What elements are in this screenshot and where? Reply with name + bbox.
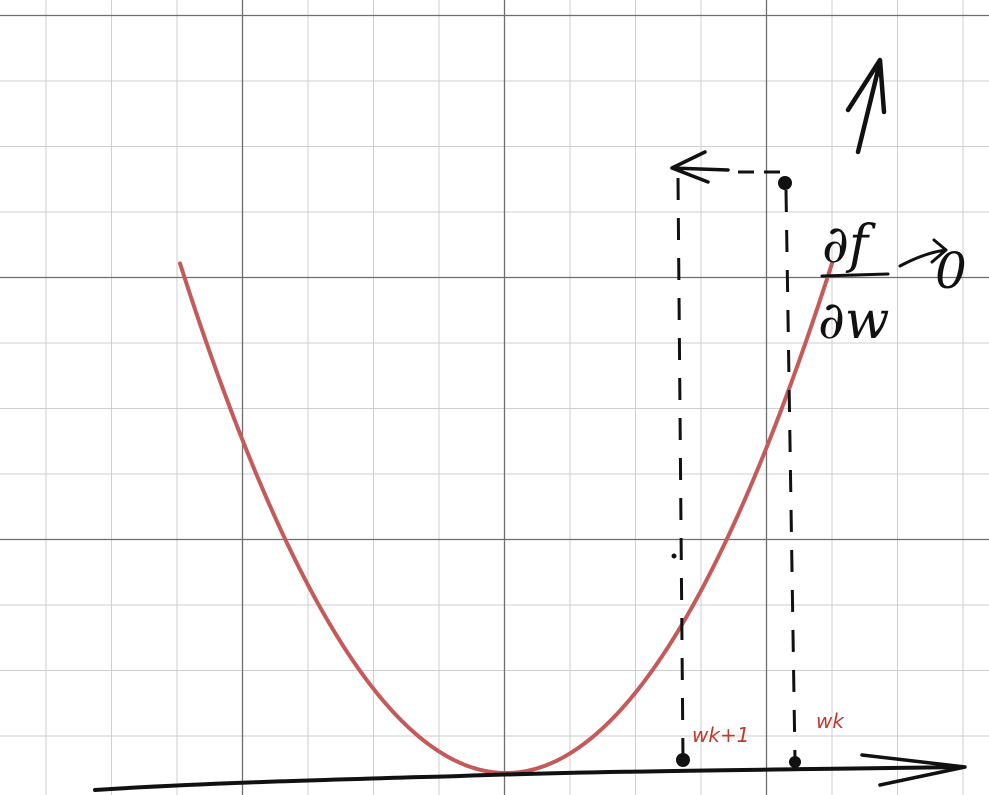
point-axis-wk1: [676, 753, 690, 767]
point-on-curve-wk1: [671, 553, 677, 559]
axis-arrow-icon: [860, 753, 967, 787]
point-axis-wk: [789, 756, 801, 768]
derivative-denominator: ∂w: [818, 291, 889, 351]
label-wk: wk: [816, 709, 845, 733]
left-arrow-icon: [670, 150, 730, 184]
x-axis: [93, 765, 962, 792]
loss-curve: [178, 261, 834, 776]
derivative-annotation: ∂f ∂w 0: [818, 215, 967, 351]
point-on-curve-wk: [778, 176, 792, 190]
dashed-projections: [676, 170, 797, 761]
limit-value: 0: [935, 242, 967, 300]
up-arrow-icon: [845, 57, 887, 155]
fraction-bar: [820, 272, 890, 278]
tends-to-arrow-icon: [898, 238, 948, 268]
dashed-line-wk1: [676, 177, 685, 761]
derivative-numerator: ∂f: [822, 215, 876, 275]
label-wk1: wk+1: [692, 723, 749, 747]
dashed-line-wk: [784, 189, 797, 761]
